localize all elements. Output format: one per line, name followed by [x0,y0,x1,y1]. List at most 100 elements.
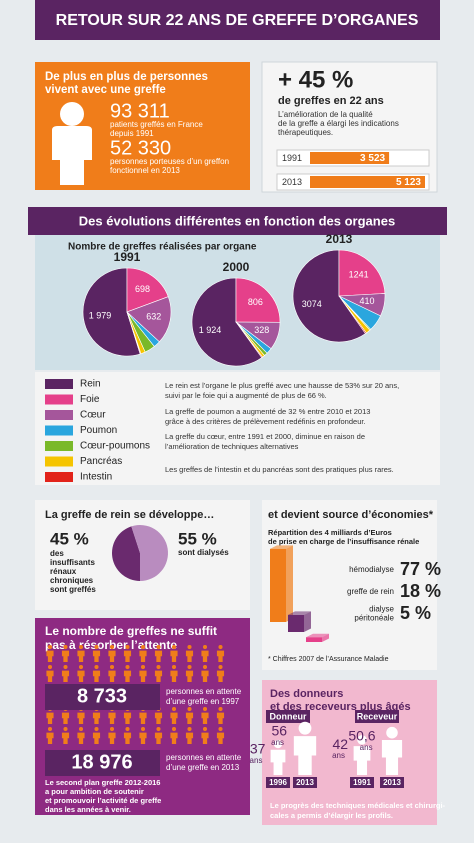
person-figure [381,726,403,775]
body [108,732,116,744]
person-icon [216,665,225,682]
group-name: Receveur [357,711,398,721]
legend-swatch [45,379,73,389]
bar-side [322,633,329,642]
item-name: dialyse [369,605,394,614]
person-icon [201,645,209,662]
item-value: 18 % [400,581,441,601]
growth-panel [261,61,438,193]
head [187,727,192,732]
pie-subtitle: Nombre de greffes réalisées par organe [68,242,257,253]
bar-3d [288,611,311,632]
head [125,645,130,650]
head [171,707,177,712]
pie-slice [338,249,386,297]
legend-label: Rein [80,379,101,390]
body [216,670,225,682]
pie-slice [191,277,263,367]
person-icon [77,727,85,744]
legend-panel [35,372,440,485]
body [201,732,209,744]
person-icon [92,665,101,682]
waiting-text: Le second plan greffe 2012-2016 [45,778,160,787]
person-icon [185,665,194,682]
person-figure [293,721,317,775]
person-icon [123,727,132,744]
body [154,670,163,682]
body [139,650,147,662]
head [386,726,398,739]
split-text: insuffisants [50,558,95,567]
person-icon [185,727,194,744]
pie-slice [235,277,281,323]
stat-text: personnes en attente [166,687,242,696]
head [202,707,208,712]
body [154,650,163,662]
body [92,670,101,682]
organs-banner [28,207,447,235]
person-icon [154,665,163,682]
head [109,665,115,670]
footnote: * Chiffres 2007 de l’Assurance Maladie [268,656,389,663]
headline: + 45 % [278,66,353,93]
item-value: 5 % [400,603,431,623]
pie-year: 2000 [223,260,250,274]
pie-slice [112,526,140,581]
pie-slice [235,321,263,359]
item-name: greffe de rein [347,587,394,596]
body [108,650,116,662]
ages-text: cales a permis d’élargir les profils. [270,811,393,820]
person-icon [46,645,54,662]
split-text: chroniques [50,576,94,585]
legend-label: Cœur-poumons [80,441,150,452]
legend-swatch [45,394,73,405]
body [61,732,70,744]
kidney-heading: La greffe de rein se développe… [45,509,214,521]
subtitle: de greffes en 22 ans [278,95,384,107]
year-tag [266,777,290,788]
body [61,650,70,662]
head [273,739,283,749]
head [156,645,161,650]
economy-heading: et devient source d’économies* [268,509,434,521]
person-icon [185,707,194,724]
pie-slice [338,295,367,335]
person-icon [216,727,225,744]
legend-swatch [45,425,73,436]
body [46,712,54,724]
body [216,712,225,724]
bar-side [286,545,293,622]
bar-top [306,633,329,638]
head [94,727,99,732]
head [47,665,53,670]
head [109,727,115,732]
body [108,712,116,724]
head [156,727,161,732]
item-name: hémodialyse [349,565,394,574]
person-icon [123,645,132,662]
body [123,670,132,682]
body [185,712,194,724]
economy-text: de prise en charge de l’insuffisance rén… [268,537,419,546]
person-icon [139,727,147,744]
bar-label: 5 123 [396,177,421,188]
head [171,727,177,732]
description: de la greffe a élargi les indications [278,119,399,128]
person-icon [123,665,132,682]
body [61,670,70,682]
pie-year: 1991 [114,250,141,264]
person-icon [216,707,225,724]
head [218,645,223,650]
body [123,732,132,744]
person-icon [92,645,101,662]
stat-value: 18 976 [71,751,132,773]
legend-label: Cœur [80,410,106,421]
body [61,712,70,724]
note: grâce à des critères de prélèvement redé… [165,417,366,426]
description: thérapeutiques. [278,128,333,137]
head [140,665,146,670]
legend-label: Pancréas [80,456,122,467]
year-label: 2013 [296,778,314,787]
stat-text: d’une greffe en 1997 [166,697,240,706]
